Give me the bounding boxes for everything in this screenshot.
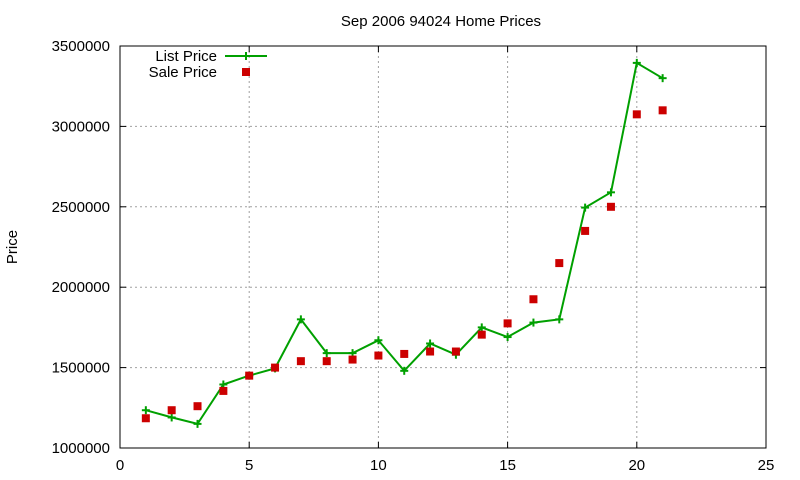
sale-price-point (296, 357, 305, 366)
y-tick-label: 2500000 (52, 199, 110, 216)
legend: List Price Sale Price (149, 48, 267, 81)
y-tick-label: 1000000 (52, 440, 110, 457)
sale-price-point (632, 110, 641, 119)
sale-price-point (374, 351, 383, 360)
list-price-point (477, 323, 486, 332)
y-tick-label: 1500000 (52, 360, 110, 377)
list-price-point (581, 203, 590, 212)
y-tick-label: 3500000 (52, 38, 110, 55)
x-tick-label: 15 (499, 457, 516, 474)
y-axis-label: Price (4, 230, 21, 264)
sale-price-point (348, 355, 357, 364)
sale-price-point (529, 295, 538, 304)
sale-price-point (658, 106, 667, 115)
axis-ticks: 0 5 10 15 20 25 1000000 1500000 2000000 2500000 30… (52, 38, 775, 474)
sale-price-point (219, 386, 228, 395)
y-tick-label: 3000000 (52, 118, 110, 135)
sale-price-point (322, 357, 331, 366)
legend-label-sale-price: Sale Price (149, 64, 217, 81)
sale-price-point (581, 226, 590, 235)
list-price-point (400, 366, 409, 375)
sale-price-point (606, 202, 615, 211)
chart-title: Sep 2006 94024 Home Prices (341, 13, 541, 30)
sale-price-point (193, 402, 202, 411)
list-price-point (374, 336, 383, 345)
legend-sample-sale-price-marker (242, 68, 250, 76)
list-price-point (658, 74, 667, 83)
list-price-point (141, 406, 150, 415)
list-price-point (167, 413, 176, 422)
list-price-point (296, 315, 305, 324)
list-price-point (322, 349, 331, 358)
list-price-point (426, 339, 435, 348)
x-tick-label: 0 (116, 457, 124, 474)
list-price-point (555, 315, 564, 324)
plot-frame (119, 45, 767, 449)
sale-price-point (451, 347, 460, 356)
list-price-point (193, 419, 202, 428)
legend-label-list-price: List Price (155, 48, 217, 65)
sale-price-point (555, 259, 564, 268)
sale-price-point (167, 406, 176, 415)
list-price-point (503, 333, 512, 342)
sale-price-point (245, 371, 254, 380)
list-price-point (529, 318, 538, 327)
list-price-point (606, 188, 615, 197)
sale-price-point (426, 347, 435, 356)
sale-price-point (477, 330, 486, 339)
x-tick-label: 10 (370, 457, 387, 474)
y-tick-label: 2000000 (52, 279, 110, 296)
sale-price-point (400, 349, 409, 358)
sale-price-point (503, 319, 512, 328)
sale-price-point (141, 414, 150, 423)
list-price-point (632, 58, 641, 67)
x-tick-label: 20 (628, 457, 645, 474)
sale-price-point (271, 363, 280, 372)
series-layer (141, 58, 667, 428)
x-tick-label: 25 (758, 457, 775, 474)
x-tick-label: 5 (245, 457, 253, 474)
